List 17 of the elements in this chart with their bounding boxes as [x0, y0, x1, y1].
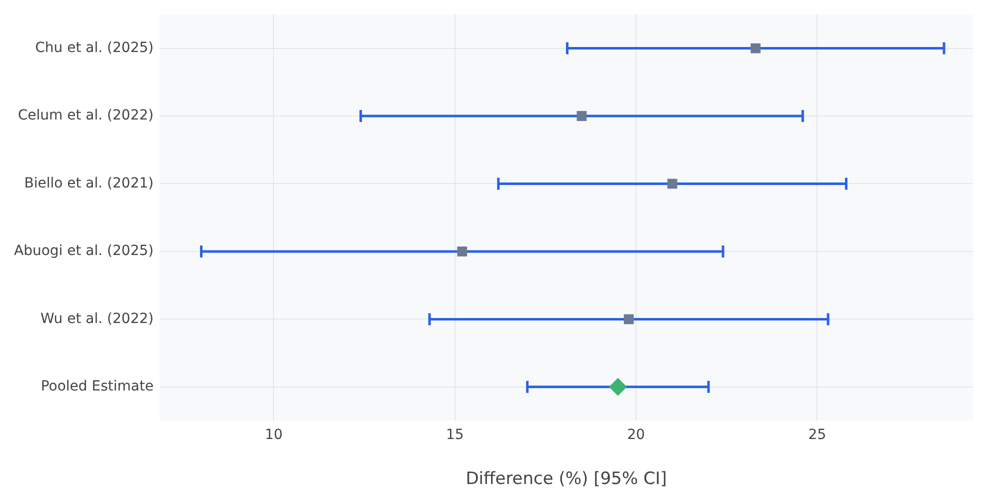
point [750, 43, 761, 54]
x-axis-title: Difference (%) [95% CI] [466, 469, 667, 490]
y-tick-label: Celum et al. (2022) [18, 108, 154, 124]
x-tick-label: 15 [446, 426, 464, 443]
point [624, 314, 634, 324]
point [576, 111, 587, 121]
point [457, 246, 468, 256]
x-tick-label: 10 [264, 426, 283, 443]
x-tick-label: 25 [808, 426, 826, 443]
point [667, 178, 678, 189]
y-tick-label: Chu et al. (2025) [35, 40, 154, 56]
y-tick-label: Wu et al. (2022) [40, 310, 154, 327]
y-tick-label: Abuogi et al. (2025) [14, 243, 154, 260]
y-tick-label: Biello et al. (2021) [24, 175, 154, 192]
y-tick-label: Pooled Estimate [40, 378, 154, 395]
point [608, 378, 627, 396]
x-tick-label: 20 [627, 426, 645, 443]
